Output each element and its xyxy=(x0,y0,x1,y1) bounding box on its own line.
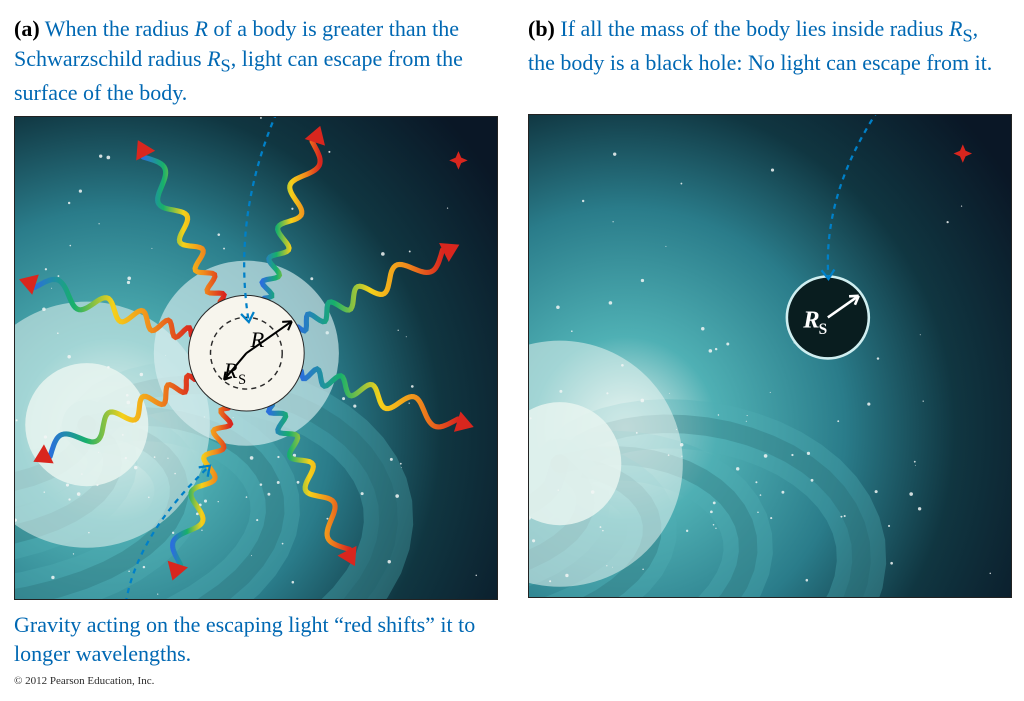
panel-a-caption: (a) When the radius R of a body is great… xyxy=(14,14,496,108)
panel-a: (a) When the radius R of a body is great… xyxy=(14,14,496,687)
panel-a-overlay: RRS xyxy=(15,117,497,599)
panel-a-text: When the radius R of a body is greater t… xyxy=(14,16,463,105)
panel-a-label: (a) xyxy=(14,16,40,41)
panel-b-overlay: RS xyxy=(529,115,1011,597)
panel-a-figure: RRS xyxy=(14,116,498,600)
svg-text:S: S xyxy=(238,371,246,387)
svg-text:R: R xyxy=(802,307,819,334)
panel-b-figure: RS xyxy=(528,114,1012,598)
panel-b: (b) If all the mass of the body lies ins… xyxy=(528,14,1010,598)
copyright-text: © 2012 Pearson Education, Inc. xyxy=(14,675,496,687)
panel-b-text: If all the mass of the body lies inside … xyxy=(528,16,992,75)
panel-a-bottom-caption: Gravity acting on the escaping light “re… xyxy=(14,610,496,669)
panel-b-label: (b) xyxy=(528,16,555,41)
svg-text:R: R xyxy=(249,327,264,352)
svg-text:S: S xyxy=(819,321,828,338)
svg-text:R: R xyxy=(223,357,238,382)
panel-b-caption: (b) If all the mass of the body lies ins… xyxy=(528,14,1010,106)
